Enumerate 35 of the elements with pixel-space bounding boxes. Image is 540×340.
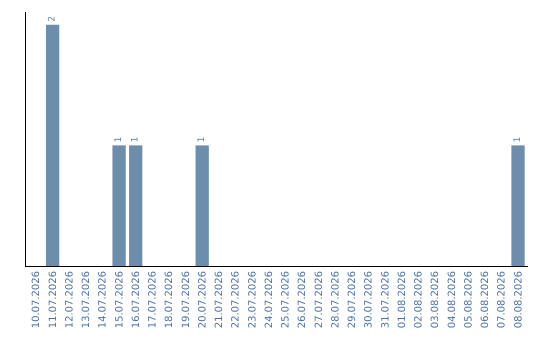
x-tick-label: 07.08.2026	[496, 271, 508, 328]
data-label: 1	[130, 136, 141, 142]
x-tick-label: 11.07.2026	[48, 271, 59, 328]
x-tick-label: 23.07.2026	[247, 271, 258, 328]
x-tick-label: 17.07.2026	[148, 271, 159, 328]
x-tick-label: 27.07.2026	[314, 271, 325, 328]
x-tick-label: 31.07.2026	[380, 271, 392, 328]
data-label: 2	[48, 16, 58, 22]
data-label: 1	[114, 136, 124, 142]
x-tick-label: 03.08.2026	[430, 271, 442, 328]
x-tick-label: 20.07.2026	[197, 271, 208, 328]
x-tick-label: 15.07.2026	[114, 271, 126, 328]
x-tick-label: 14.07.2026	[98, 271, 109, 328]
x-tick-label: 22.07.2026	[230, 271, 242, 328]
x-tick-label: 10.07.2026	[31, 271, 42, 328]
data-label: 1	[197, 136, 208, 142]
x-tick-label: 05.08.2026	[463, 271, 474, 328]
x-tick-label: 18.07.2026	[164, 271, 176, 328]
x-tick-label: 21.07.2026	[214, 271, 226, 328]
x-tick-label: 01.08.2026	[396, 271, 408, 328]
x-tick-label: 13.07.2026	[81, 271, 92, 328]
x-tick-label: 19.07.2026	[180, 271, 192, 328]
data-label: 1	[513, 136, 524, 142]
x-tick-label: 26.07.2026	[297, 271, 308, 328]
x-tick-label: 08.08.2026	[513, 271, 524, 328]
x-tick-label: 24.07.2026	[264, 271, 275, 328]
x-tick-label: 25.07.2026	[280, 271, 292, 328]
x-tick-label: 30.07.2026	[364, 271, 375, 328]
x-tick-label: 28.07.2026	[330, 271, 342, 328]
x-tick-label: 04.08.2026	[446, 271, 458, 328]
x-tick-label: 29.07.2026	[347, 271, 358, 328]
x-tick-label: 12.07.2026	[64, 271, 76, 328]
x-tick-label: 02.08.2026	[414, 271, 425, 328]
x-tick-label: 16.07.2026	[130, 271, 142, 328]
x-tick-label: 06.08.2026	[480, 271, 492, 328]
